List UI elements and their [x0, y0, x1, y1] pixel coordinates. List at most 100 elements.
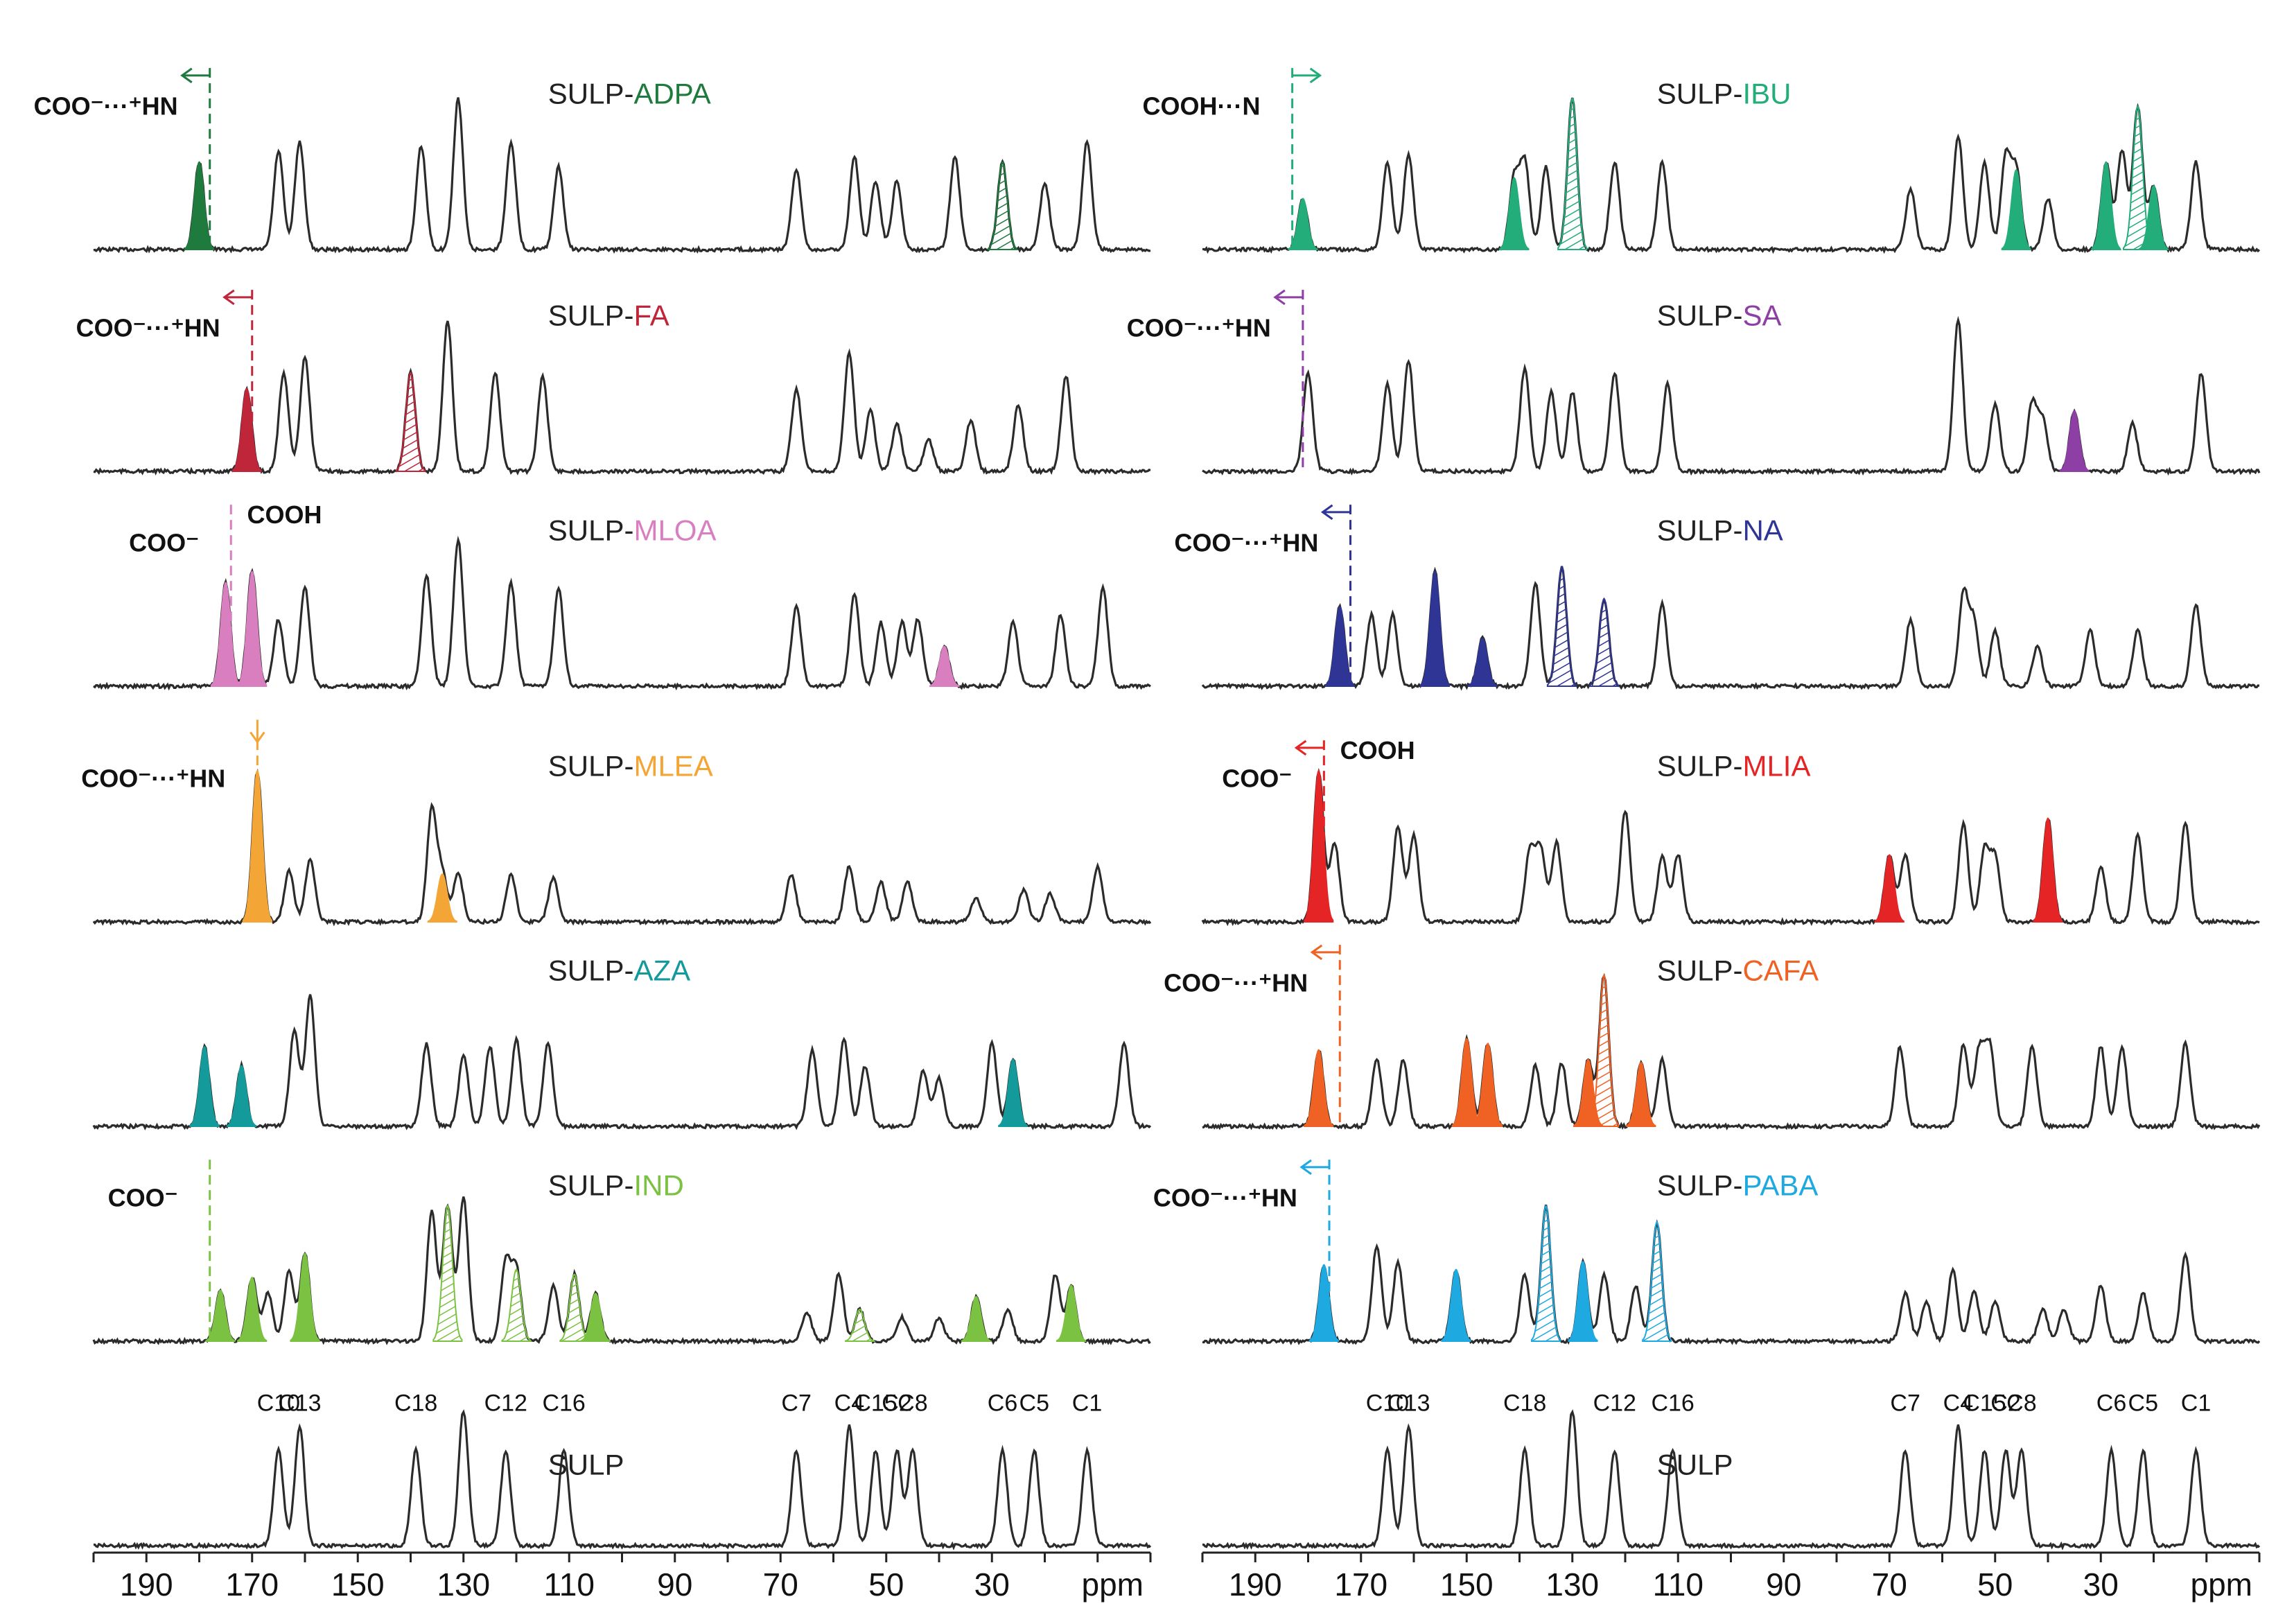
x-axis-label: ppm [1082, 1566, 1144, 1603]
spectrum-name-coformer: MLOA [633, 514, 716, 546]
arrow-down-icon [249, 719, 265, 744]
spectrum-name: SULP-NA [1657, 514, 1783, 546]
spectrum-na: SULP-NA COO⁻···⁺HN [1174, 504, 2260, 691]
spectrum-trace [1202, 97, 2261, 254]
spectrum-trace [1202, 972, 2261, 1130]
filled-peak [189, 1045, 220, 1127]
annotation-label: COOH···N [1143, 92, 1261, 121]
annotation-label: COO⁻···⁺HN [1174, 529, 1318, 557]
peak-label-c16: C16 [1651, 1390, 1694, 1417]
x-tick-label: 150 [331, 1566, 385, 1603]
x-tick-label: 130 [437, 1566, 490, 1603]
annotation-label: COO⁻ [129, 529, 199, 557]
spectrum-name-coformer: CAFA [1742, 954, 1819, 986]
filled-peak [1874, 854, 1905, 923]
spectrum-trace [93, 320, 1151, 475]
spectrum-name: SULP-PABA [1657, 1169, 1819, 1201]
peak-label-c7: C7 [781, 1390, 811, 1417]
peak-label-c6: C6 [988, 1390, 1017, 1417]
spectrum-name-prefix: SULP- [548, 299, 634, 331]
spectrum-name: SULP-MLIA [1657, 749, 1811, 782]
x-tick-label: 110 [544, 1566, 595, 1603]
arrow-left-icon [1294, 740, 1324, 756]
filled-peak [961, 1295, 992, 1342]
arrow-left-icon [1310, 944, 1340, 961]
spectrum-name-coformer: IBU [1742, 77, 1791, 110]
peak-label-c18: C18 [394, 1390, 437, 1417]
spectrum-name: SULP-CAFA [1657, 954, 1819, 986]
spectrum-name: SULP-ADPA [548, 77, 711, 110]
spectrum-fa: SULP-FA COO⁻···⁺HN [76, 289, 1151, 475]
spectrum-name-prefix: SULP- [548, 749, 634, 782]
arrow-right-icon [1292, 67, 1322, 84]
spectrum-name-prefix: SULP- [548, 954, 634, 986]
annotation-label: COO⁻···⁺HN [76, 314, 220, 342]
peak-label-c15: C15 [854, 1390, 897, 1417]
filled-peak [1568, 1260, 1598, 1342]
reference-trace [1202, 1409, 2261, 1551]
hatched-peak [559, 1273, 590, 1342]
annotation-label: COO⁻···⁺HN [1153, 1184, 1297, 1212]
filled-peak [1304, 1049, 1334, 1127]
filled-peak [1473, 1042, 1503, 1127]
filled-peak [237, 1276, 268, 1342]
spectrum-name: SULP-MLOA [548, 514, 717, 546]
reference-name: SULP [1657, 1448, 1733, 1481]
x-tick-label: 190 [1229, 1566, 1282, 1603]
filled-peak [237, 570, 268, 687]
filled-peak [1304, 769, 1334, 923]
spectrum-name-coformer: AZA [633, 954, 690, 986]
spectrum-paba: SULP-PABA COO⁻···⁺HN [1153, 1159, 2261, 1345]
filled-peak [2001, 168, 2032, 250]
spectrum-trace [1201, 767, 2260, 927]
spectrum-sa: SULP-SA COO⁻···⁺HN [1127, 289, 2261, 476]
spectrum-mlea: SULP-MLEA COO⁻···⁺HN [81, 719, 1152, 927]
spectrum-name-coformer: MLIA [1742, 749, 1810, 782]
spectrum-name: SULP-IBU [1657, 77, 1792, 110]
annotation-label: COO⁻···⁺HN [1164, 969, 1308, 997]
peak-label-c1: C1 [1072, 1390, 1102, 1417]
filled-peak [2091, 161, 2122, 250]
peak-label-c2: C2 [1990, 1390, 2020, 1417]
x-tick-label: 150 [1440, 1566, 1494, 1603]
peak-label-c16: C16 [542, 1390, 585, 1417]
spectrum-trace [1202, 315, 2261, 476]
left-panel: SULP-ADPACOO⁻···⁺HNSULP-FACOO⁻···⁺HNSULP… [34, 67, 1152, 1603]
filled-peak [929, 645, 961, 687]
filled-peak [1451, 1038, 1482, 1127]
x-tick-label: 130 [1546, 1566, 1599, 1603]
hatched-peak [432, 1205, 463, 1342]
hatched-peak [1588, 974, 1620, 1127]
spectrum-name: SULP-AZA [548, 954, 690, 986]
peak-label-c12: C12 [1593, 1390, 1636, 1417]
peak-label-c15: C15 [1963, 1390, 2006, 1417]
spectrum-ibu: SULP-IBU COOH···N [1143, 67, 2261, 254]
filled-peak [1419, 570, 1451, 687]
peak-label-c4: C4 [834, 1390, 864, 1417]
x-tick-label: 70 [1872, 1566, 1907, 1603]
hatched-peak [987, 161, 1018, 250]
x-tick-label: 190 [120, 1566, 173, 1603]
filled-peak [290, 1252, 320, 1342]
annotation-label: COO⁻···⁺HN [1127, 314, 1271, 342]
filled-peak [231, 387, 262, 472]
spectrum-name-prefix: SULP- [1657, 1169, 1743, 1201]
arrow-left-icon [180, 67, 210, 84]
spectrum-name-coformer: IND [633, 1169, 683, 1201]
spectrum-aza: SULP-AZA [92, 954, 1152, 1131]
hatched-peak [1531, 1205, 1561, 1342]
peak-label-c5: C5 [2128, 1390, 2158, 1417]
x-tick-label: 50 [868, 1566, 904, 1603]
spectrum-name: SULP-SA [1657, 299, 1782, 331]
peak-label-c1: C1 [2181, 1390, 2211, 1417]
annotation-label-2: COOH [1340, 736, 1415, 765]
x-axis: 190 170 150 130 110 90 70 50 30 ppm [1201, 1551, 2261, 1603]
arrow-left-icon [1320, 504, 1351, 521]
peak-label-c8: C8 [898, 1390, 927, 1417]
peak-label-c5: C5 [1019, 1390, 1049, 1417]
x-axis-label: ppm [2191, 1566, 2252, 1603]
spectrum-mloa: SULP-MLOA COO⁻ COOH [93, 500, 1151, 691]
annotation-label: COO⁻···⁺HN [34, 92, 178, 121]
